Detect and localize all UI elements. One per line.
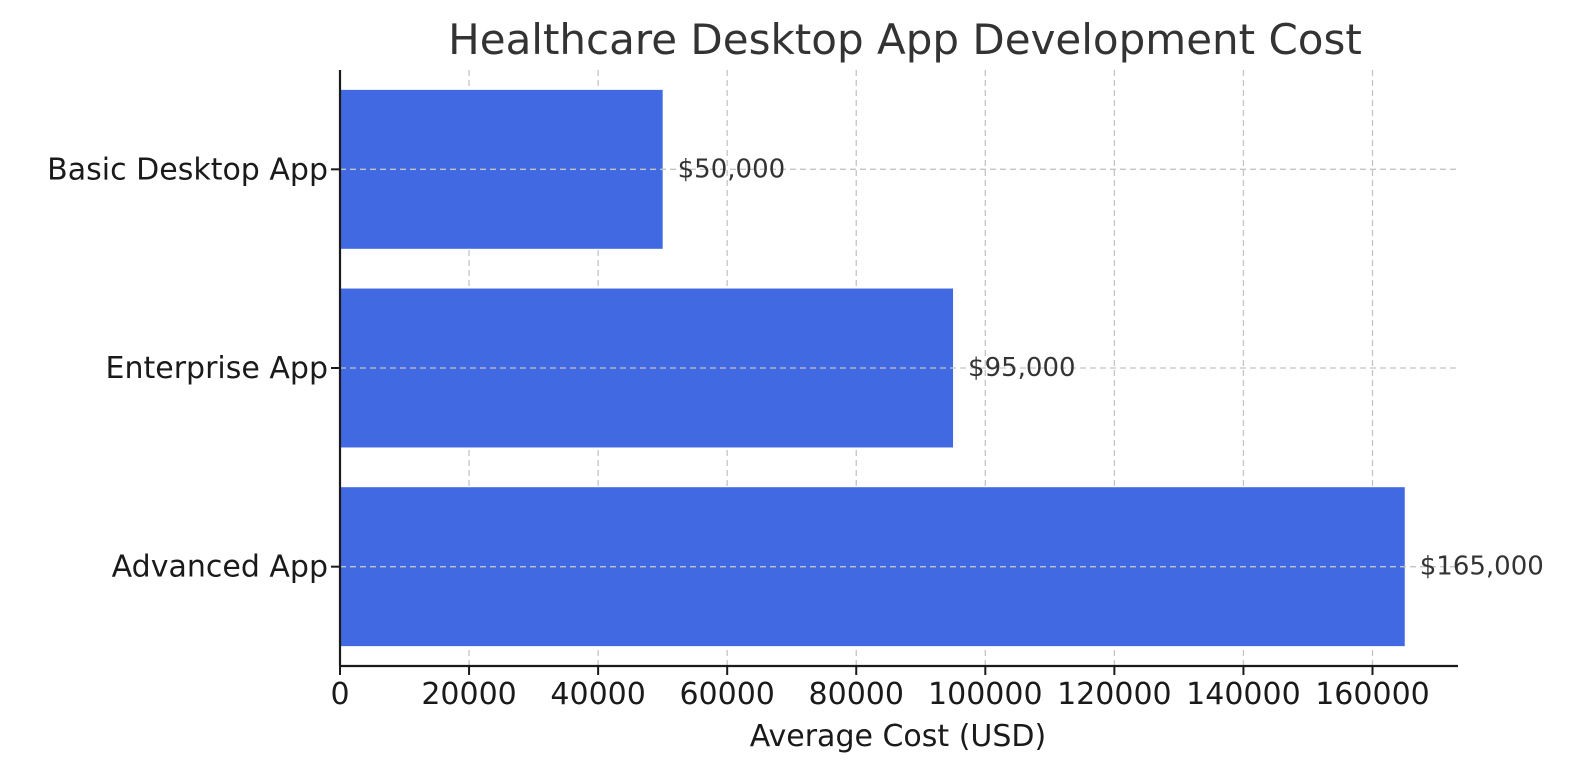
x-axis-label: Average Cost (USD)	[750, 719, 1046, 754]
x-tick-label: 0	[330, 677, 349, 712]
axes	[331, 70, 1458, 675]
x-tick-label: 120000	[1057, 677, 1172, 712]
value-label: $95,000	[968, 353, 1076, 383]
value-labels: $50,000 $95,000 $165,000	[340, 154, 1544, 582]
x-tick-label: 80000	[809, 677, 904, 712]
x-tick-label: 60000	[679, 677, 774, 712]
x-tick-labels: 0 20000 40000 60000 80000 100000 120000 140000 1…	[330, 677, 1429, 712]
value-label: $50,000	[678, 154, 786, 184]
category-label: Basic Desktop App	[47, 152, 328, 187]
x-tick-label: 20000	[421, 677, 516, 712]
value-label: $165,000	[1420, 552, 1544, 582]
category-labels: Basic Desktop App Enterprise App Advanced …	[47, 152, 328, 584]
chart-title: Healthcare Desktop App Development Cost	[448, 15, 1362, 64]
x-tick-label: 40000	[550, 677, 645, 712]
x-tick-label: 100000	[928, 677, 1043, 712]
category-label: Enterprise App	[106, 351, 328, 386]
x-tick-label: 160000	[1315, 677, 1430, 712]
category-label: Advanced App	[112, 550, 328, 585]
x-tick-label: 140000	[1186, 677, 1301, 712]
